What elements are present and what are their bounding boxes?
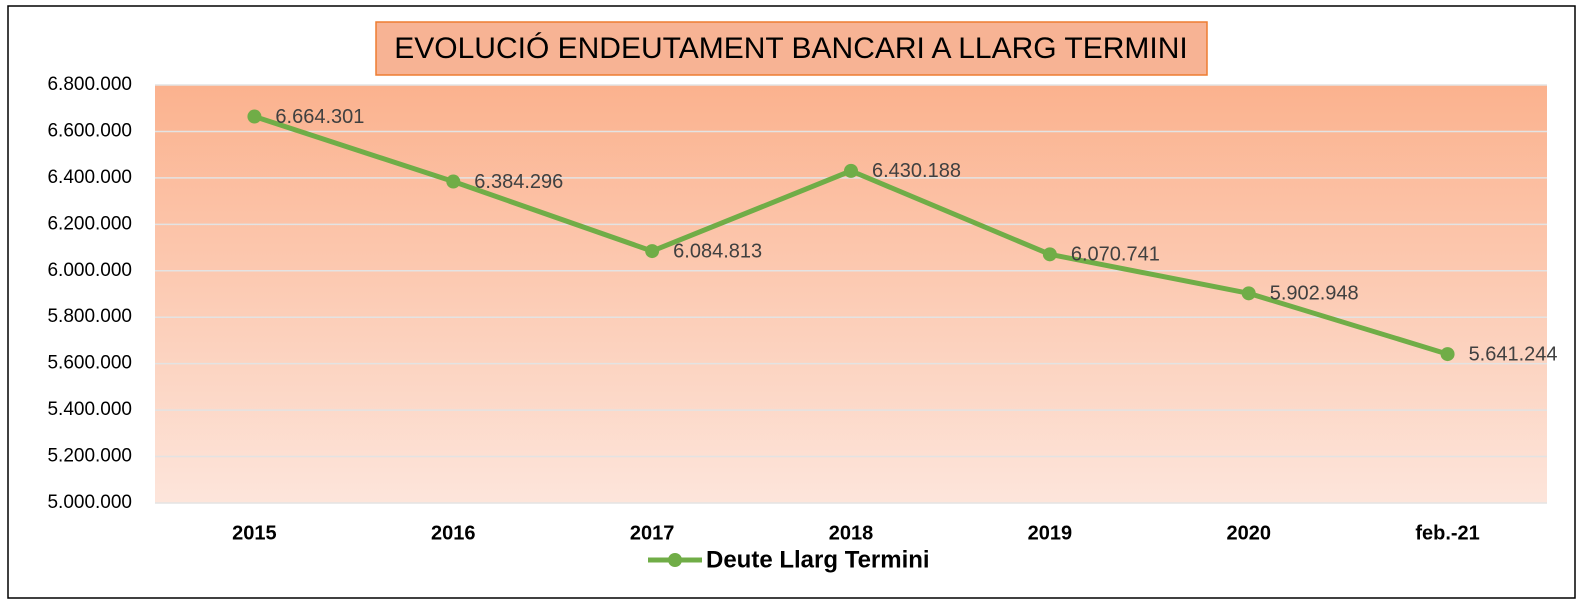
plot-area (155, 85, 1547, 503)
data-point (844, 163, 858, 178)
y-tick-label: 5.800.000 (47, 306, 132, 327)
data-point (446, 174, 461, 189)
legend-marker (668, 553, 682, 567)
x-tick-label: 2017 (630, 522, 675, 544)
data-point (1440, 347, 1455, 362)
x-tick-label: feb.-21 (1415, 522, 1479, 544)
x-tick-label: 2016 (431, 522, 476, 544)
legend-label: Deute Llarg Termini (706, 546, 930, 573)
y-tick-label: 5.400.000 (47, 399, 132, 420)
y-tick-label: 5.200.000 (47, 446, 132, 467)
y-tick-label: 6.400.000 (47, 167, 132, 188)
x-tick-label: 2018 (829, 522, 874, 544)
y-tick-label: 6.800.000 (47, 74, 132, 95)
y-tick-label: 6.000.000 (47, 260, 132, 281)
data-label: 5.641.244 (1469, 343, 1558, 365)
y-tick-label: 5.600.000 (47, 353, 132, 374)
data-point (247, 109, 262, 124)
x-tick-label: 2020 (1226, 522, 1271, 544)
x-tick-label: 2015 (232, 522, 277, 544)
y-tick-label: 5.000.000 (47, 492, 132, 513)
data-label: 6.664.301 (275, 106, 364, 128)
data-label: 6.070.741 (1071, 244, 1160, 266)
data-point (1241, 286, 1256, 301)
data-label: 6.084.813 (673, 240, 762, 262)
y-tick-label: 6.600.000 (47, 120, 132, 141)
data-label: 5.902.948 (1270, 283, 1359, 305)
title-box (375, 21, 1208, 76)
y-tick-label: 6.200.000 (47, 213, 132, 234)
data-label: 6.384.296 (474, 171, 563, 193)
data-point (645, 244, 660, 259)
chart-title: EVOLUCIÓ ENDEUTAMENT BANCARI A LLARG TER… (394, 32, 1188, 65)
x-tick-label: 2019 (1028, 522, 1073, 544)
data-label: 6.430.188 (872, 160, 961, 182)
data-point (1042, 247, 1057, 262)
